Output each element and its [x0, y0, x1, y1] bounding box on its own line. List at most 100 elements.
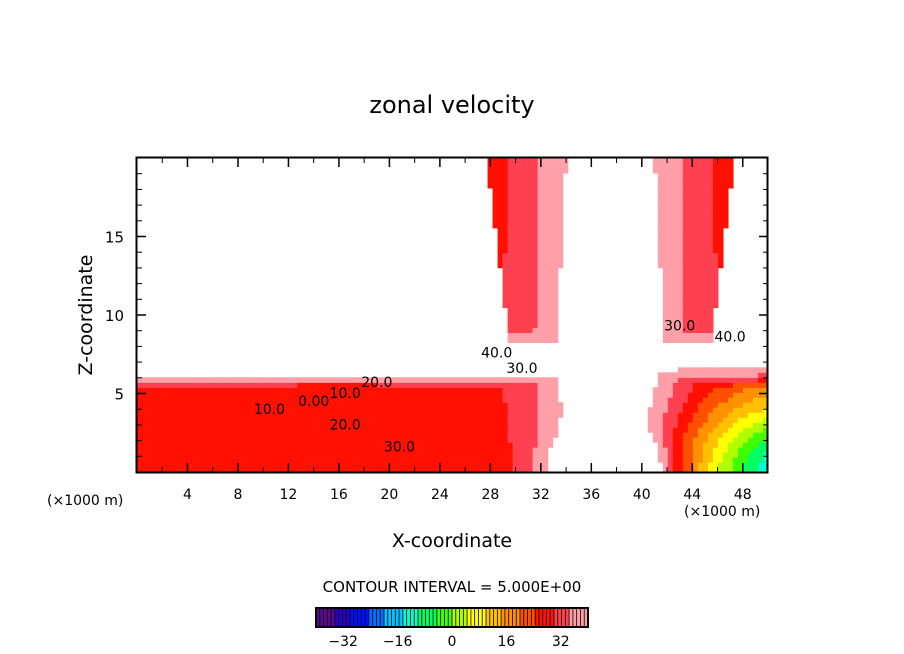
field-cell [667, 227, 674, 234]
field-cell [677, 402, 684, 408]
field-cell [377, 417, 383, 423]
field-cell [667, 462, 674, 468]
field-cell [262, 407, 268, 413]
field-cell [662, 217, 669, 224]
field-cell [167, 452, 173, 458]
field-cell [692, 267, 699, 274]
field-cell [502, 282, 509, 289]
field-cell [722, 167, 729, 174]
field-cell [307, 457, 313, 463]
field-cell [387, 467, 394, 472]
field-cell [742, 422, 749, 428]
field-cell [512, 377, 519, 383]
field-cell [717, 437, 724, 443]
field-cell [682, 227, 689, 234]
field-cell [372, 417, 378, 423]
field-cell [707, 252, 714, 259]
field-cell [422, 437, 429, 443]
field-cell [692, 437, 699, 443]
field-cell [222, 382, 228, 388]
field-cell [507, 307, 514, 314]
field-cell [532, 257, 539, 264]
field-cell [757, 392, 764, 398]
field-cell [427, 407, 434, 413]
field-cell [662, 427, 669, 433]
field-cell [432, 422, 439, 428]
field-cell [692, 382, 699, 388]
field-cell [167, 457, 173, 463]
field-cell [512, 337, 519, 344]
field-cell [522, 437, 529, 443]
field-cell [557, 232, 564, 239]
colorbar-swatch [463, 608, 468, 627]
field-cell [662, 332, 669, 339]
field-cell [502, 392, 509, 398]
colorbar-swatch [512, 608, 517, 627]
field-cell [212, 427, 218, 433]
field-cell [372, 422, 378, 428]
field-cell [312, 382, 318, 388]
field-cell [362, 467, 368, 472]
field-cell [702, 412, 709, 418]
field-cell [147, 427, 153, 433]
field-cell [152, 467, 158, 472]
field-cell [542, 442, 549, 448]
field-cell [462, 417, 469, 423]
field-cell [547, 167, 554, 174]
field-cell [322, 432, 328, 438]
field-cell [192, 377, 198, 383]
field-cell [462, 427, 469, 433]
field-cell [732, 447, 739, 453]
field-cell [417, 442, 424, 448]
field-cell [507, 262, 514, 269]
field-cell [662, 277, 669, 284]
field-cell [417, 382, 424, 388]
field-cell [762, 467, 768, 472]
field-cell [717, 447, 724, 453]
field-cell [352, 462, 358, 468]
field-cell [677, 172, 684, 179]
field-cell [707, 427, 714, 433]
field-cell [522, 227, 529, 234]
contour-label: 0.00 [298, 394, 329, 410]
field-cell [272, 467, 278, 472]
field-cell [532, 158, 539, 164]
field-cell [517, 192, 524, 199]
field-cell [297, 402, 303, 408]
field-cell [537, 192, 544, 199]
field-cell [247, 417, 253, 423]
field-cell [497, 197, 504, 204]
field-cell [677, 197, 684, 204]
field-cell [242, 437, 248, 443]
field-cell [512, 187, 519, 194]
field-cell [692, 172, 699, 179]
field-cell [287, 402, 293, 408]
field-cell [652, 437, 659, 443]
field-cell [222, 467, 228, 472]
field-cell [512, 447, 519, 453]
field-cell [552, 227, 559, 234]
field-cell [327, 412, 333, 418]
field-cell [547, 307, 554, 314]
field-cell [547, 287, 554, 294]
field-cell [527, 307, 534, 314]
field-cell [477, 377, 484, 383]
field-cell [517, 312, 524, 319]
field-cell [712, 387, 719, 393]
field-cell [742, 367, 749, 373]
field-cell [512, 437, 519, 443]
field-cell [657, 392, 664, 398]
field-cell [317, 397, 323, 403]
field-cell [297, 457, 303, 463]
field-cell [152, 447, 158, 453]
field-cell [272, 397, 278, 403]
field-cell [362, 397, 368, 403]
field-cell [177, 467, 183, 472]
field-cell [337, 432, 343, 438]
field-cell [342, 437, 348, 443]
field-cell [402, 412, 409, 418]
field-cell [742, 417, 749, 423]
field-cell [277, 387, 283, 393]
field-cell [467, 422, 474, 428]
field-cell [447, 382, 454, 388]
